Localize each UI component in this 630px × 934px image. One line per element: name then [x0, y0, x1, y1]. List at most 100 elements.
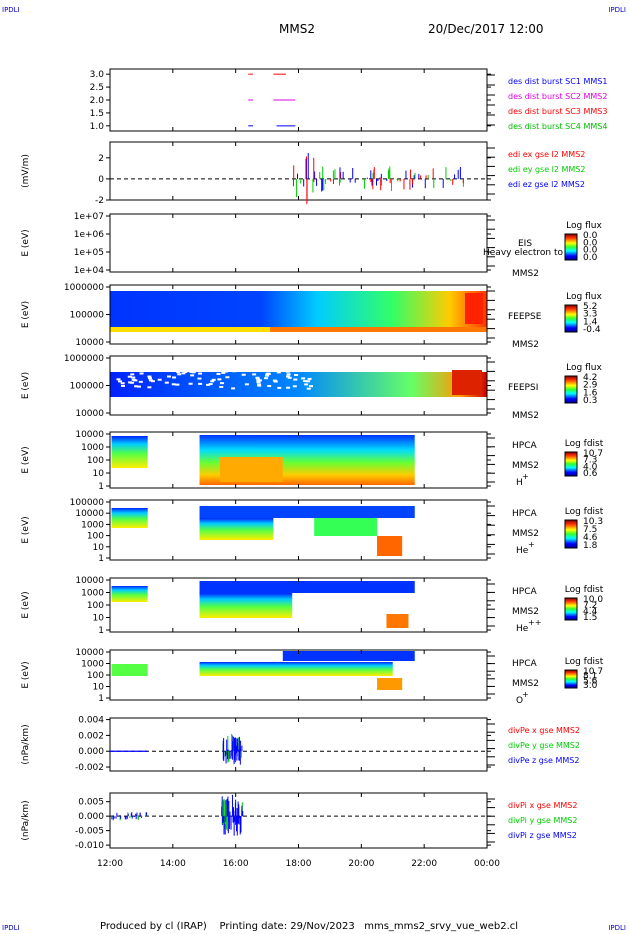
ytick-label-10-3: -0.010: [75, 841, 104, 851]
feepsi-gap-53: [255, 376, 260, 379]
feepsi-gap-48: [241, 373, 246, 376]
hpca-block-8-2: [199, 662, 393, 676]
cbar-title-6: Log fdist: [565, 507, 604, 517]
xtick-label-3: 18:00: [286, 859, 312, 869]
cbar-8: [564, 669, 578, 689]
ytick-label-2-3: 1e+04: [74, 266, 105, 276]
charge-8: +: [522, 690, 529, 699]
feepsi-gap-43: [198, 382, 203, 385]
feepsi-gap-21: [283, 365, 288, 368]
feepsi-hot: [452, 370, 482, 395]
feepsi-gap-68: [167, 375, 172, 378]
feepsi-gap-27: [131, 376, 136, 379]
ylabel-9: (nPa/km): [21, 724, 31, 764]
corner-label-tl: IPDLI: [2, 6, 20, 14]
multi-panel-chart: 3.0 2.5 2.0 1.5 1.0 des dist burst SC1 MMS1 de…: [21, 68, 607, 869]
cbar-7: [564, 597, 578, 621]
footer-produced: Produced by cl (IRAP): [100, 921, 207, 932]
ytick-label-9-0: 0.004: [78, 716, 104, 726]
feepsi-gap-66: [197, 377, 202, 380]
feepsi-gap-28: [157, 366, 162, 369]
cbar-tick-7-0: 10.0: [583, 595, 603, 605]
ylabel-8: E (eV): [21, 661, 31, 688]
feepsi-gap-114: [198, 372, 203, 375]
xtick-label-2: 16:00: [223, 859, 249, 869]
instrument-8: HPCA: [512, 659, 537, 669]
feepsi-gap-87: [206, 383, 211, 386]
legend-0-0: des dist burst SC1 MMS1: [508, 77, 607, 86]
feepsi-gap-70: [234, 368, 239, 371]
feepsi-gap-84: [286, 373, 291, 376]
feepsi-gap-113: [224, 370, 229, 373]
feepsi-gap-81: [231, 367, 236, 370]
feepsi-gap-38: [208, 383, 213, 386]
feepsi-gap-60: [264, 377, 269, 380]
feepse-low-band-2: [270, 327, 487, 332]
ytick-label-1-0: 2: [98, 154, 104, 164]
hpca-block-7-2: [199, 593, 293, 618]
feepsi-gap-71: [170, 364, 175, 367]
feepsi-gap-88: [308, 365, 313, 368]
legend-10-0: divPi x gse MMS2: [508, 801, 577, 810]
ytick-label-0-2: 2.0: [90, 96, 105, 106]
feepsi-gap-5: [267, 384, 272, 387]
ytick-label-5-3: 10: [93, 469, 105, 479]
cbar-title-4: Log flux: [566, 363, 602, 373]
cbar-6: [564, 519, 578, 549]
cbar-title-7: Log fdist: [565, 585, 604, 595]
date-title: 20/Dec/2017 12:00: [428, 22, 544, 36]
cbar-title-8: Log fdist: [565, 657, 604, 667]
feepsi-gap-73: [140, 366, 145, 369]
ytick-label-5-4: 1: [98, 482, 104, 492]
ytick-label-5-0: 10000: [75, 430, 104, 440]
legend-9-0: divPe x gse MMS2: [508, 726, 580, 735]
cbar-tick-2-2: 0.0: [583, 246, 598, 256]
cbar-title-2: Log flux: [566, 221, 602, 231]
ytick-label-6-1: 10000: [75, 509, 104, 519]
ytick-label-6-4: 10: [93, 543, 105, 553]
feepsi-gap-115: [295, 369, 300, 372]
feepsi-gap-30: [219, 385, 224, 388]
feepsi-gap-89: [218, 369, 223, 372]
footer: Produced by cl (IRAP) Printing date: 29/…: [100, 921, 518, 932]
ylabel-6: E (eV): [21, 516, 31, 543]
ytick-label-9-3: -0.002: [75, 763, 104, 773]
xtick-label-5: 22:00: [411, 859, 437, 869]
ytick-label-8-3: 10: [93, 683, 105, 693]
cbar-title-3: Log flux: [566, 292, 602, 302]
xtick-label-0: 12:00: [97, 859, 123, 869]
feepsi-gap-90: [257, 383, 262, 386]
species-5: H: [516, 478, 523, 488]
legend-1-0: edi ex gse l2 MMS2: [508, 150, 585, 159]
feepse-low-band: [110, 327, 270, 332]
feepsi-gap-65: [139, 372, 144, 375]
feepsi-gap-16: [211, 378, 216, 381]
feepsi-gap-80: [302, 380, 307, 383]
feepsi-gap-57: [127, 364, 132, 367]
cbar-tick-5-2: 4.0: [583, 462, 598, 472]
panel-frame-2: [109, 213, 488, 273]
feepsi-gap-50: [307, 377, 312, 380]
cbar-tick-6-1: 7.5: [583, 525, 597, 535]
feepsi-gap-39: [138, 380, 143, 383]
ytick-label-3-2: 10000: [75, 338, 104, 348]
cbar-tick-5-1: 7.3: [583, 456, 597, 466]
feepsi-gap-47: [135, 365, 140, 368]
sc-4: MMS2: [512, 411, 539, 421]
charge-6: +: [528, 540, 535, 549]
feepsi-gap-116: [266, 372, 271, 375]
ytick-label-4-0: 1000000: [64, 354, 104, 364]
sc-8: MMS2: [512, 679, 539, 689]
feepsi-gap-8: [176, 371, 181, 374]
feepsi-gap-41: [252, 364, 257, 367]
ytick-label-10-0: 0.005: [78, 798, 104, 808]
feepsi-gap-42: [286, 386, 291, 389]
feepsi-gap-95: [131, 368, 136, 371]
feepsi-gap-20: [304, 364, 309, 367]
legend-0-3: des dist burst SC4 MMS4: [508, 122, 607, 131]
feepsi-gap-44: [272, 379, 277, 382]
feepsi-gap-77: [171, 383, 176, 386]
cbar-tick-4-3: 0.3: [583, 396, 597, 406]
xtick-label-4: 20:00: [348, 859, 374, 869]
cbar-tick-8-1: 8.1: [583, 672, 597, 682]
